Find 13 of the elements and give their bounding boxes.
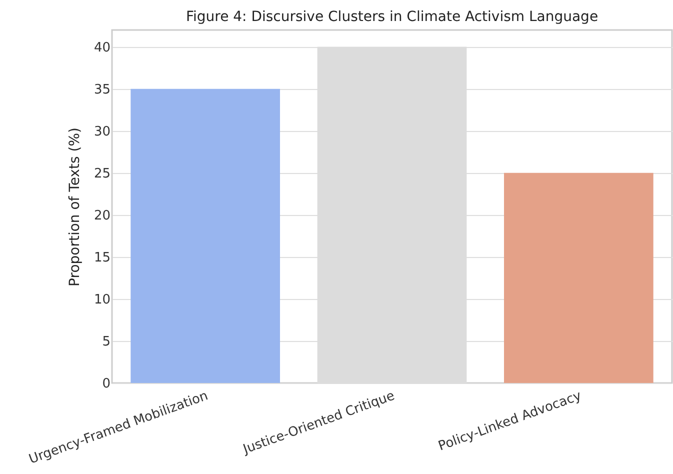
y-tick-label: 30	[94, 124, 110, 140]
y-tick-label: 10	[94, 292, 110, 308]
y-axis-title: Proportion of Texts (%)	[66, 128, 83, 286]
bar	[504, 172, 654, 383]
y-tick-label: 25	[94, 166, 110, 182]
y-tick-label: 35	[94, 82, 110, 98]
y-tick-label: 40	[94, 40, 110, 56]
chart-title: Figure 4: Discursive Clusters in Climate Activism Language	[186, 9, 598, 25]
bar	[130, 88, 280, 383]
y-tick-label: 20	[94, 208, 110, 224]
y-tick-label: 0	[102, 376, 110, 392]
y-tick-label: 5	[102, 334, 110, 350]
y-tick-label: 15	[94, 250, 110, 266]
